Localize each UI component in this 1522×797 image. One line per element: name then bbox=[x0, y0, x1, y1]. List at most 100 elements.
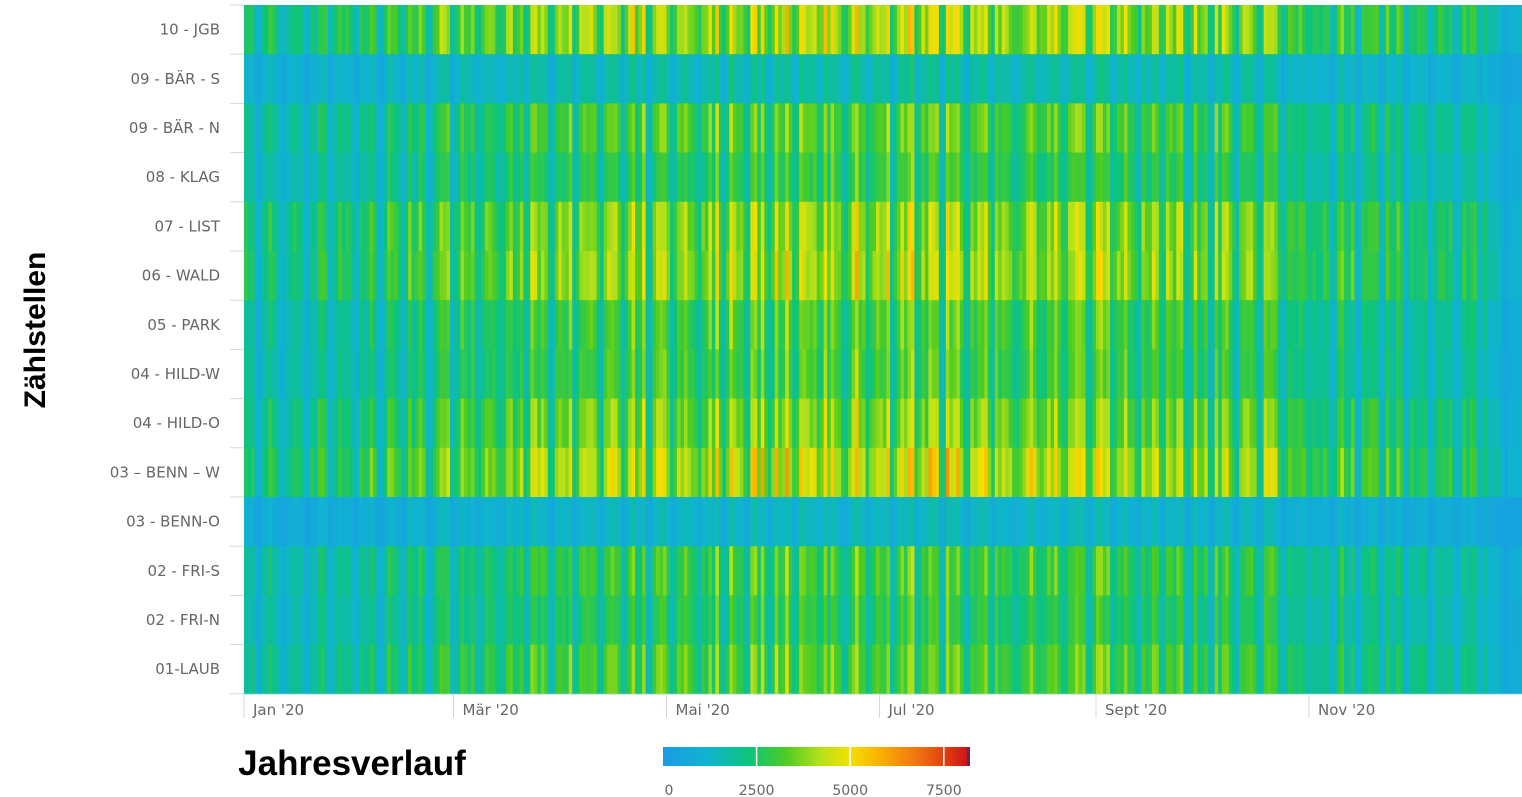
heatmap-cell bbox=[1424, 201, 1429, 252]
heatmap-cell bbox=[397, 546, 402, 596]
heatmap-cell bbox=[366, 201, 371, 252]
heatmap-cell bbox=[701, 201, 706, 252]
heatmap-cell bbox=[1340, 349, 1345, 399]
heatmap-cell bbox=[1445, 300, 1450, 350]
heatmap-cell bbox=[869, 349, 874, 399]
heatmap-cell bbox=[495, 103, 500, 153]
heatmap-cell bbox=[331, 103, 336, 153]
heatmap-cell bbox=[404, 497, 409, 547]
heatmap-cell bbox=[1200, 251, 1205, 301]
heatmap-cell bbox=[1260, 497, 1265, 547]
heatmap-cell bbox=[914, 103, 919, 153]
heatmap-cell bbox=[1162, 595, 1167, 645]
heatmap-cell bbox=[264, 300, 270, 350]
heatmap-cell bbox=[1225, 251, 1230, 301]
heatmap-cell bbox=[757, 201, 762, 252]
heatmap-cell bbox=[638, 300, 643, 350]
heatmap-cell bbox=[1064, 152, 1069, 203]
heatmap-cell bbox=[624, 349, 629, 399]
heatmap-cell bbox=[1462, 447, 1467, 498]
heatmap-cell bbox=[425, 201, 430, 252]
heatmap-cell bbox=[1015, 595, 1020, 645]
heatmap-cell bbox=[1291, 398, 1296, 449]
heatmap-cell bbox=[1448, 103, 1453, 153]
heatmap-cell bbox=[596, 644, 601, 695]
heatmap-cell bbox=[1288, 349, 1293, 399]
heatmap-cell bbox=[512, 398, 517, 449]
heatmap-cell bbox=[589, 5, 594, 55]
heatmap-cell bbox=[687, 5, 692, 55]
heatmap-cell bbox=[743, 447, 748, 498]
heatmap-cell bbox=[1378, 300, 1383, 350]
heatmap-cell bbox=[889, 546, 895, 596]
heatmap-cell bbox=[1494, 398, 1499, 449]
heatmap-cell bbox=[1399, 201, 1404, 252]
heatmap-cell bbox=[586, 201, 591, 252]
heatmap-cell bbox=[1050, 103, 1055, 153]
heatmap-cell bbox=[324, 54, 329, 104]
heatmap-cell bbox=[792, 103, 797, 153]
heatmap-cell bbox=[1403, 447, 1408, 498]
heatmap-cell bbox=[268, 251, 273, 301]
heatmap-cell bbox=[369, 497, 374, 547]
heatmap-cell bbox=[586, 447, 591, 498]
heatmap-cell bbox=[806, 103, 811, 153]
heatmap-cell bbox=[387, 54, 392, 104]
heatmap-cell bbox=[523, 349, 528, 399]
heatmap-cell bbox=[764, 201, 769, 252]
heatmap-cell bbox=[729, 398, 734, 449]
heatmap-cell bbox=[656, 54, 661, 104]
heatmap-cell bbox=[1214, 447, 1219, 498]
heatmap-cell bbox=[341, 644, 346, 695]
heatmap-cell bbox=[1005, 447, 1010, 498]
heatmap-cell bbox=[292, 546, 297, 596]
heatmap-cell bbox=[977, 103, 982, 153]
heatmap-cell bbox=[1364, 349, 1369, 399]
heatmap-cell bbox=[1106, 201, 1111, 252]
heatmap-cell bbox=[1260, 251, 1265, 301]
heatmap-cell bbox=[963, 349, 968, 399]
heatmap-cell bbox=[331, 54, 336, 104]
heatmap-cell bbox=[348, 349, 353, 399]
heatmap-cell bbox=[1036, 103, 1041, 153]
heatmap-cell bbox=[1466, 447, 1471, 498]
heatmap-cell bbox=[1221, 251, 1226, 301]
heatmap-cell bbox=[931, 152, 936, 203]
heatmap-cell bbox=[956, 349, 961, 399]
heatmap-cell bbox=[1298, 103, 1303, 153]
heatmap-cell bbox=[359, 251, 364, 301]
heatmap-cell bbox=[596, 349, 601, 399]
heatmap-cell bbox=[1057, 595, 1062, 645]
heatmap-cell bbox=[244, 300, 249, 350]
heatmap-cell bbox=[718, 201, 723, 252]
heatmap-cell bbox=[865, 5, 870, 55]
heatmap-cell bbox=[1001, 595, 1006, 645]
heatmap-cell bbox=[526, 201, 531, 252]
heatmap-cell bbox=[1165, 447, 1170, 498]
heatmap-cell bbox=[1357, 447, 1362, 498]
heatmap-cell bbox=[271, 152, 277, 203]
heatmap-cell bbox=[1417, 54, 1422, 104]
heatmap-cell bbox=[278, 5, 284, 55]
heatmap-cell bbox=[631, 103, 636, 153]
heatmap-cell bbox=[491, 644, 497, 695]
heatmap-cell bbox=[474, 349, 479, 399]
heatmap-cell bbox=[1221, 546, 1226, 596]
heatmap-cell bbox=[785, 644, 790, 695]
heatmap-cell bbox=[544, 497, 549, 547]
heatmap-cell bbox=[736, 447, 741, 498]
heatmap-cell bbox=[1459, 152, 1464, 203]
heatmap-cell bbox=[418, 300, 423, 350]
heatmap-cell bbox=[516, 201, 521, 252]
heatmap-cell bbox=[952, 54, 957, 104]
heatmap-cell bbox=[1207, 103, 1212, 153]
heatmap-cell bbox=[1008, 497, 1013, 547]
heatmap-cell bbox=[903, 595, 909, 645]
heatmap-cell bbox=[544, 398, 549, 449]
heatmap-cell bbox=[317, 447, 322, 498]
heatmap-cell bbox=[575, 103, 580, 153]
heatmap-cell bbox=[1071, 497, 1076, 547]
heatmap-cell bbox=[1375, 54, 1380, 104]
heatmap-cell bbox=[568, 349, 573, 399]
heatmap-cell bbox=[642, 103, 647, 153]
